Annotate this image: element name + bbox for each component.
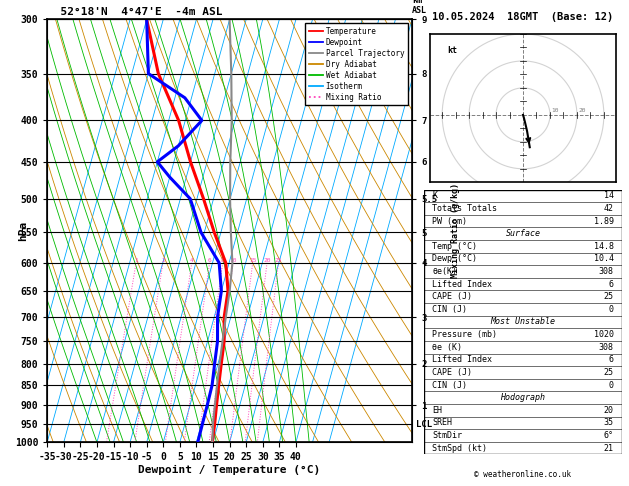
Text: 15: 15: [249, 258, 257, 263]
Text: LCL: LCL: [416, 420, 432, 429]
Text: kt: kt: [448, 46, 457, 55]
Text: 8: 8: [221, 258, 225, 263]
Text: Lifted Index: Lifted Index: [432, 355, 492, 364]
Text: 10.05.2024  18GMT  (Base: 12): 10.05.2024 18GMT (Base: 12): [432, 12, 614, 22]
Text: CIN (J): CIN (J): [432, 305, 467, 314]
Text: km
ASL: km ASL: [412, 0, 427, 15]
Text: 20: 20: [578, 108, 586, 113]
Text: 1: 1: [134, 258, 138, 263]
Text: StmDir: StmDir: [432, 431, 462, 440]
Text: 10.4: 10.4: [594, 254, 614, 263]
Text: 308: 308: [599, 343, 614, 352]
Text: 52°18'N  4°47'E  -4m ASL: 52°18'N 4°47'E -4m ASL: [47, 7, 223, 17]
Text: 21: 21: [604, 444, 614, 452]
Text: Totals Totals: Totals Totals: [432, 204, 497, 213]
Text: Hodograph: Hodograph: [501, 393, 545, 402]
Text: © weatheronline.co.uk: © weatheronline.co.uk: [474, 469, 572, 479]
Text: 35: 35: [604, 418, 614, 427]
Text: Surface: Surface: [506, 229, 540, 238]
Text: 0: 0: [609, 381, 614, 390]
Text: 6: 6: [609, 279, 614, 289]
Text: Most Unstable: Most Unstable: [491, 317, 555, 327]
Text: 14.8: 14.8: [594, 242, 614, 251]
Text: 2: 2: [161, 258, 165, 263]
Text: PW (cm): PW (cm): [432, 217, 467, 226]
Text: CAPE (J): CAPE (J): [432, 292, 472, 301]
Text: 1020: 1020: [594, 330, 614, 339]
Text: 10: 10: [551, 108, 559, 113]
Text: θe (K): θe (K): [432, 343, 462, 352]
Text: θe(K): θe(K): [432, 267, 457, 276]
Text: Temp (°C): Temp (°C): [432, 242, 477, 251]
Text: 308: 308: [599, 267, 614, 276]
Text: 6: 6: [609, 355, 614, 364]
Text: Dewp (°C): Dewp (°C): [432, 254, 477, 263]
Text: StmSpd (kt): StmSpd (kt): [432, 444, 487, 452]
Text: K: K: [432, 191, 437, 200]
Text: 6: 6: [208, 258, 211, 263]
Text: Lifted Index: Lifted Index: [432, 279, 492, 289]
Text: Mixing Ratio (g/kg): Mixing Ratio (g/kg): [451, 183, 460, 278]
Text: 6°: 6°: [604, 431, 614, 440]
X-axis label: Dewpoint / Temperature (°C): Dewpoint / Temperature (°C): [138, 465, 321, 475]
Text: SREH: SREH: [432, 418, 452, 427]
Text: 42: 42: [604, 204, 614, 213]
Text: Pressure (mb): Pressure (mb): [432, 330, 497, 339]
Text: 25: 25: [604, 368, 614, 377]
Legend: Temperature, Dewpoint, Parcel Trajectory, Dry Adiabat, Wet Adiabat, Isotherm, Mi: Temperature, Dewpoint, Parcel Trajectory…: [305, 23, 408, 105]
Text: 25: 25: [275, 258, 282, 263]
Text: 10: 10: [230, 258, 237, 263]
Text: 20: 20: [604, 406, 614, 415]
Text: EH: EH: [432, 406, 442, 415]
Text: 20: 20: [264, 258, 271, 263]
Text: 25: 25: [604, 292, 614, 301]
Text: 0: 0: [609, 305, 614, 314]
Text: 14: 14: [604, 191, 614, 200]
Text: hPa: hPa: [18, 221, 28, 241]
Text: CIN (J): CIN (J): [432, 381, 467, 390]
Text: 4: 4: [190, 258, 194, 263]
Text: CAPE (J): CAPE (J): [432, 368, 472, 377]
Text: 1.89: 1.89: [594, 217, 614, 226]
